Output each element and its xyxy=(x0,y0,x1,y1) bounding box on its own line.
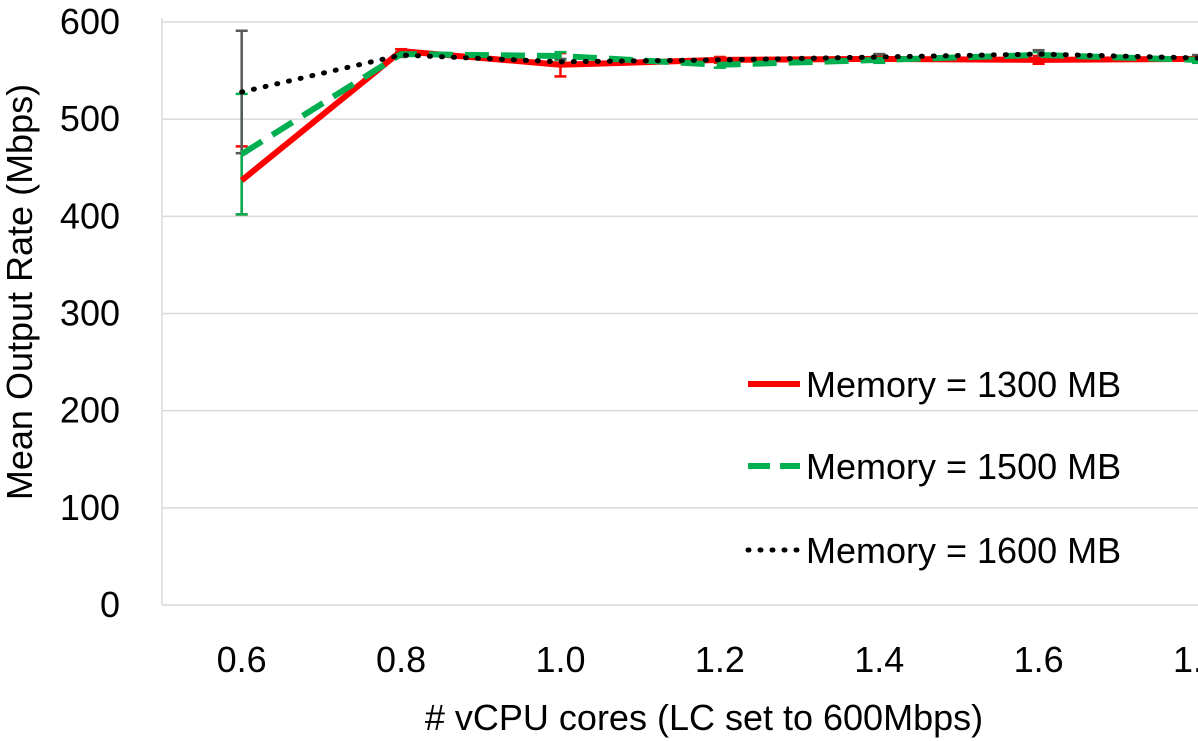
legend-label: Memory = 1600 MB xyxy=(806,530,1121,571)
legend: Memory = 1300 MB Memory = 1500 MB Memory =… xyxy=(745,364,1121,571)
x-axis-title: # vCPU cores (LC set to 600Mbps) xyxy=(425,697,983,738)
series-line-1 xyxy=(239,48,1198,183)
x-tick-label: 1.0 xyxy=(535,639,585,680)
y-tick-label: 600 xyxy=(60,1,120,42)
y-axis-title: Mean Output Rate (Mbps) xyxy=(0,84,40,500)
x-tick-label: 1.8 xyxy=(1173,639,1198,680)
y-tick-label: 200 xyxy=(60,390,120,431)
y-tick-label: 400 xyxy=(60,195,120,236)
x-tick-label: 1.4 xyxy=(854,639,904,680)
series-line-2 xyxy=(240,51,1198,157)
legend-label: Memory = 1300 MB xyxy=(806,364,1121,405)
legend-label: Memory = 1500 MB xyxy=(806,446,1121,487)
y-tick-label: 100 xyxy=(60,487,120,528)
grid-lines xyxy=(162,21,1198,509)
x-tick-label: 0.6 xyxy=(217,639,267,680)
series-line-3 xyxy=(239,51,1198,95)
x-tick-labels: 0.6 0.8 1.0 1.2 1.4 1.6 1.8 xyxy=(217,639,1198,680)
x-tick-label: 1.6 xyxy=(1014,639,1064,680)
y-tick-label: 500 xyxy=(60,98,120,139)
y-tick-label: 0 xyxy=(100,584,120,625)
axes xyxy=(161,18,1198,606)
x-tick-label: 0.8 xyxy=(376,639,426,680)
y-tick-labels: 0 100 200 300 400 500 600 xyxy=(60,1,120,625)
x-tick-label: 1.2 xyxy=(695,639,745,680)
series-lines xyxy=(239,48,1198,183)
y-tick-label: 300 xyxy=(60,293,120,334)
